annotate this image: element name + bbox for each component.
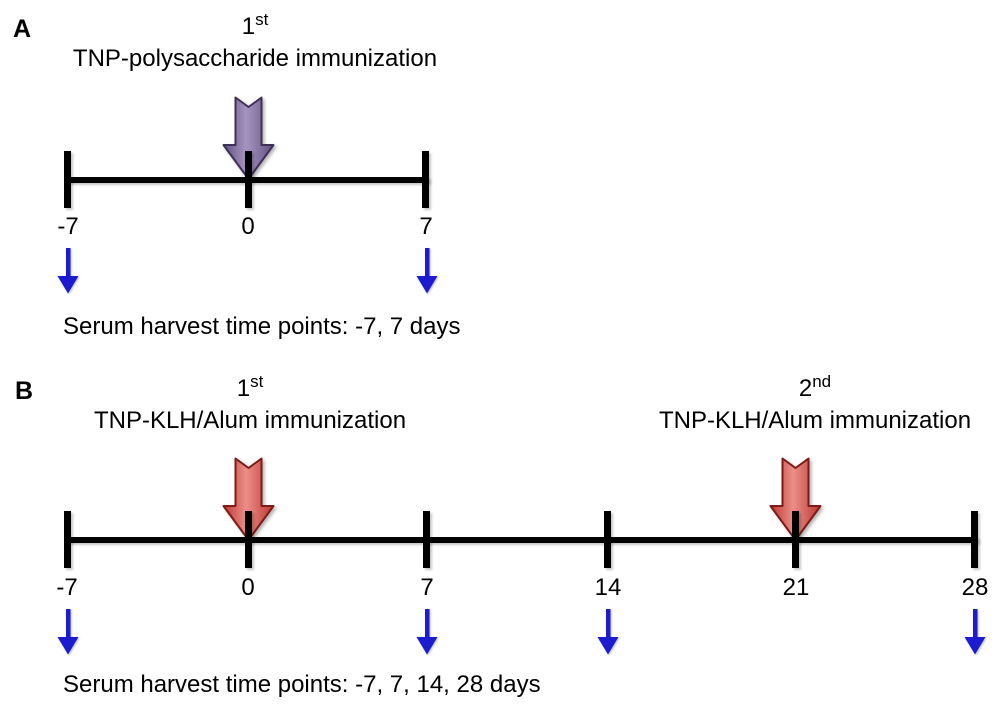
- timeline-tick: [64, 151, 71, 208]
- timeline-tick-label: 0: [241, 213, 255, 240]
- timeline-tick-label: 28: [961, 574, 989, 601]
- harvest-arrow-icon: [964, 609, 986, 655]
- panel-a-label: A: [13, 15, 32, 43]
- panel-b-harvest-caption: Serum harvest time points: -7, 7, 14, 28…: [63, 671, 541, 698]
- harvest-arrow-icon: [57, 609, 79, 655]
- timeline-tick: [245, 151, 252, 208]
- immunization-arrow-icon: [222, 457, 275, 541]
- panel-b-event-2-name: TNP-KLH/Alum immunization: [658, 407, 972, 434]
- harvest-arrow-icon: [597, 609, 619, 655]
- timeline-tick: [971, 511, 978, 568]
- panel-a-harvest-caption: Serum harvest time points: -7, 7 days: [63, 313, 461, 340]
- ordinal-number: 2: [798, 375, 813, 402]
- panel-b-event-title-2: 2nd TNP-KLH/Alum immunization: [615, 372, 1000, 436]
- timeline: [65, 537, 978, 543]
- harvest-arrow-icon: [416, 248, 438, 294]
- timeline-tick: [245, 511, 252, 568]
- timeline-tick-label: 14: [594, 574, 622, 601]
- ordinal-suffix: nd: [812, 372, 832, 391]
- timeline-tick-label: 21: [782, 574, 810, 601]
- ordinal-suffix: st: [250, 372, 264, 391]
- timeline-tick-label: -7: [57, 213, 79, 240]
- ordinal-number: 1: [241, 13, 256, 40]
- ordinal-suffix: st: [255, 10, 269, 29]
- timeline-tick: [64, 511, 71, 568]
- ordinal-number: 1: [236, 375, 251, 402]
- panel-b-event-2-ordinal: 2nd: [615, 372, 1000, 406]
- panel-a-event-title: 1st TNP-polysaccharide immunization: [55, 10, 455, 74]
- immunization-arrow-icon: [222, 96, 275, 180]
- timeline-tick-label: 7: [420, 574, 434, 601]
- panel-b-event-1-ordinal: 1st: [55, 372, 445, 406]
- panel-a-event-ordinal: 1st: [55, 10, 455, 44]
- timeline-tick: [423, 511, 430, 568]
- panel-b-event-title-1: 1st TNP-KLH/Alum immunization: [55, 372, 445, 436]
- timeline-tick-label: 7: [419, 213, 433, 240]
- harvest-arrow-icon: [416, 609, 438, 655]
- timeline-tick: [792, 511, 799, 568]
- harvest-arrow-icon: [57, 248, 79, 294]
- timeline-tick: [604, 511, 611, 568]
- panel-a-event-name: TNP-polysaccharide immunization: [72, 45, 438, 72]
- panel-b-event-1-name: TNP-KLH/Alum immunization: [93, 407, 407, 434]
- immunization-arrow-icon: [769, 457, 822, 541]
- timeline-tick-label: 0: [241, 574, 255, 601]
- timeline-tick: [422, 151, 429, 208]
- timeline-tick-label: -7: [56, 574, 78, 601]
- panel-b-label: B: [15, 377, 34, 405]
